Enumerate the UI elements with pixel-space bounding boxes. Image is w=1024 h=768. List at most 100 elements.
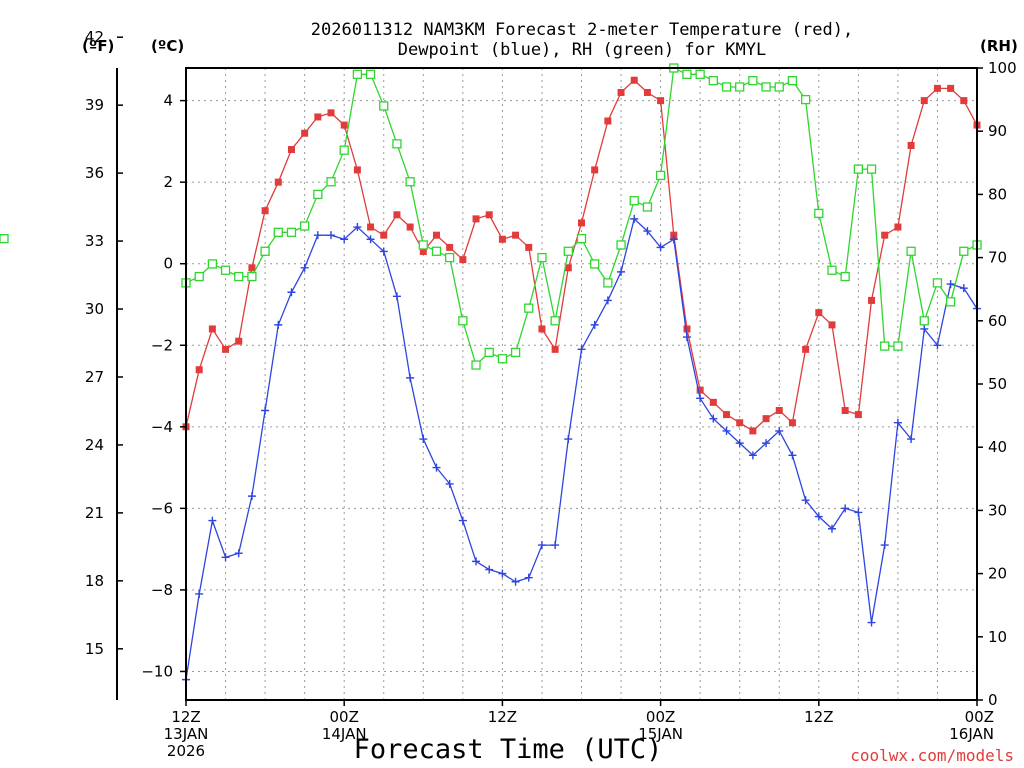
celsius-tick-label: 4 [163, 92, 173, 110]
temperature-point [841, 407, 849, 415]
rh-point [445, 252, 455, 263]
rh-tick-label: 50 [988, 375, 1007, 393]
temperature-point [868, 296, 876, 304]
rh-point [365, 69, 376, 79]
rh-point [735, 82, 745, 92]
x-tick-label: 16JAN [949, 725, 994, 743]
dewpoint-point [406, 373, 415, 382]
dewpoint-point [261, 406, 270, 415]
temperature-point [696, 386, 704, 394]
dewpoint-point [801, 496, 810, 505]
temperature-point [815, 309, 823, 317]
temperature-point [762, 415, 770, 423]
dewpoint-point [551, 541, 560, 550]
temperature-point [525, 243, 533, 251]
celsius-tick-label: 0 [163, 255, 173, 273]
rh-point [629, 196, 639, 206]
temperature-point [367, 223, 375, 231]
rh-point [352, 69, 363, 79]
rh-point [418, 240, 428, 250]
temperature-point [248, 264, 256, 272]
temperature-point [380, 231, 388, 239]
x-tick-label: 12Z [488, 708, 517, 726]
rh-point [234, 271, 244, 282]
rh-point [273, 227, 283, 237]
dewpoint-point [247, 492, 256, 501]
dewpoint-point [775, 426, 784, 435]
fahrenheit-tick-label: 24 [85, 436, 104, 454]
temperature-point [340, 121, 348, 129]
temperature-point [907, 141, 915, 149]
dewpoint-point [432, 463, 441, 472]
rh-point [207, 259, 218, 269]
rh-tick-label: 0 [988, 691, 998, 709]
rh-point [814, 208, 824, 219]
rh-point [339, 145, 349, 155]
rh-point [0, 233, 9, 244]
dewpoint-point [709, 414, 718, 423]
temperature-point [881, 231, 889, 239]
rh-point [220, 265, 231, 275]
rh-point [603, 278, 613, 288]
rh-point [827, 265, 837, 275]
temperature-point [301, 129, 309, 137]
rh-point [299, 221, 310, 231]
x-tick-label: 12Z [804, 708, 833, 726]
dewpoint-point [379, 247, 388, 256]
fahrenheit-tick-label: 21 [85, 504, 104, 522]
dewpoint-point [946, 280, 955, 289]
credit-text: coolwx.com/models [850, 746, 1014, 765]
rh-point [286, 227, 297, 237]
rh-point [721, 82, 732, 92]
dewpoint-point [287, 288, 296, 297]
temperature-point [195, 366, 203, 374]
temperature-point [406, 223, 414, 231]
fahrenheit-tick-label: 27 [85, 368, 104, 386]
temperature-point [749, 427, 757, 435]
dewpoint-point [696, 394, 705, 403]
dewpoint-point [498, 569, 507, 578]
temperature-point [670, 231, 678, 239]
rh-tick-label: 90 [988, 122, 1007, 140]
dewpoint-point [353, 223, 362, 232]
dewpoint-point [524, 573, 533, 582]
dewpoint-point [682, 333, 691, 342]
dewpoint-point [564, 435, 573, 444]
rh-point [563, 246, 573, 256]
rh-point [524, 303, 534, 313]
temperature-point [709, 398, 717, 406]
dewpoint-point [959, 284, 968, 293]
temperature-point [208, 325, 216, 333]
rh-tick-label: 40 [988, 438, 1007, 456]
temperature-point [657, 97, 665, 105]
celsius-tick-label: −6 [151, 499, 173, 517]
x-tick-label: 00Z [646, 708, 675, 726]
temperature-point [604, 117, 612, 125]
rh-point [484, 347, 494, 358]
fahrenheit-tick-label: 30 [85, 300, 104, 318]
dewpoint-point [485, 565, 494, 574]
dewpoint-point [327, 231, 336, 240]
temperature-point [222, 345, 230, 353]
celsius-tick-label: −4 [151, 418, 173, 436]
rh-point [748, 75, 758, 86]
temperature-point [564, 264, 572, 272]
rh-point [893, 341, 903, 351]
rh-point [497, 354, 508, 364]
rh-point [682, 69, 692, 79]
rh-point [774, 82, 784, 92]
x-tick-label: 15JAN [638, 725, 683, 743]
x-tick-label: 00Z [965, 708, 994, 726]
temperature-point [960, 97, 968, 105]
temperature-point [235, 337, 243, 345]
rh-point [616, 240, 626, 250]
temperature-point [327, 109, 335, 117]
dewpoint-point [590, 320, 599, 329]
temperature-point [538, 325, 546, 333]
fahrenheit-tick-label: 42 [85, 28, 104, 46]
rh-point [642, 202, 653, 212]
temperature-point [578, 219, 585, 227]
dewpoint-point [274, 320, 283, 329]
celsius-tick-label: −8 [151, 581, 173, 599]
